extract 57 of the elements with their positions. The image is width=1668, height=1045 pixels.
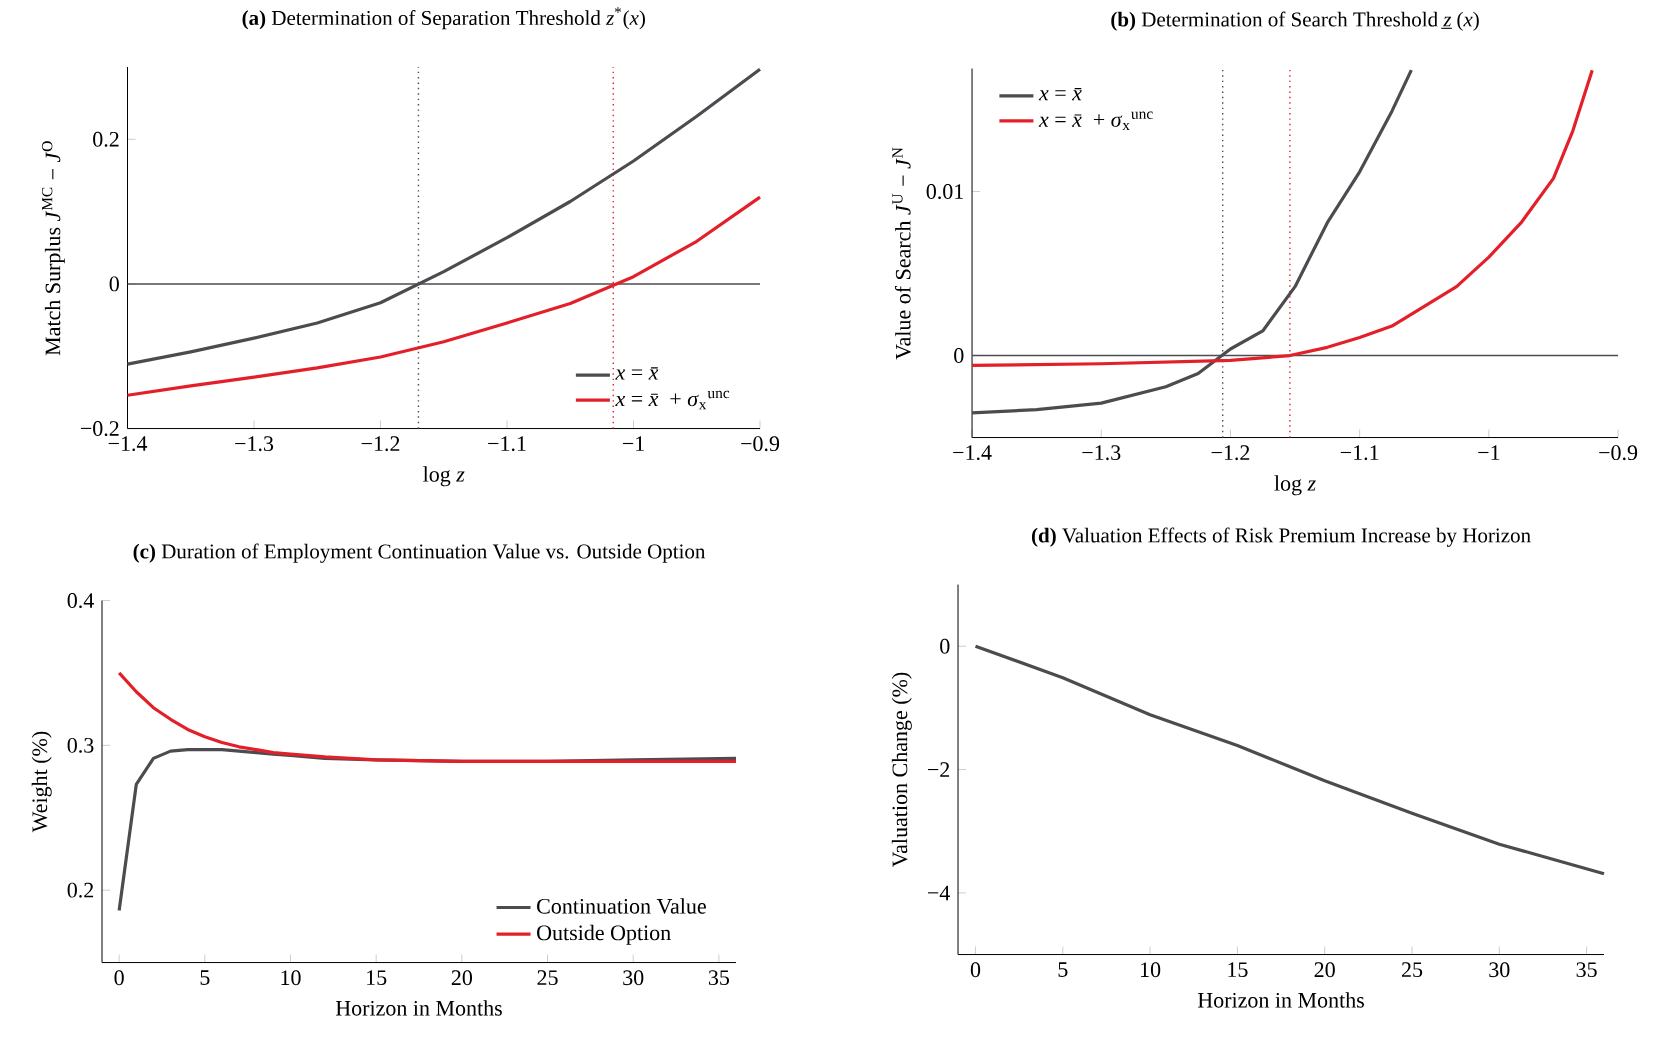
x-tick-label: 20: [451, 970, 472, 986]
y-tick-label: 0.2: [93, 132, 119, 148]
x-axis-title: log z: [423, 466, 465, 487]
chart-title: (d) Valuation Effects of Risk Premium Increase by Horizon: [1031, 527, 1531, 548]
y-axis-title: Value of Search J$^{U}$ − J$^{N}$: [892, 147, 911, 360]
x-tick-label: −0.9: [1599, 445, 1638, 461]
x-tick-label: 15: [1228, 962, 1248, 978]
y-axis-title: Match Surplus J$^{MC}$ − J$^{O}$: [42, 141, 65, 356]
x-tick-label: 25: [1401, 962, 1423, 978]
x-tick-label: 5: [200, 970, 210, 986]
y-tick-label: 0.01: [926, 184, 963, 200]
x-tick-label: 25: [537, 970, 558, 986]
chart-title: (a) Determination of Separation Threshold z$^{*}$(x): [242, 7, 645, 30]
x-tick-label: 30: [1489, 962, 1510, 978]
x-tick-label: −1.4: [108, 436, 148, 452]
x-tick-label: −0.9: [741, 436, 780, 452]
chart-title: (b) Determination of Search Threshold z̲(x): [1111, 11, 1479, 32]
x-axis-title: log z: [1274, 475, 1316, 496]
legend-label: Outside Option: [537, 925, 671, 945]
x-tick-label: 10: [281, 970, 301, 986]
y-tick-label: −0.2: [80, 421, 119, 437]
x-tick-label: −1.4: [953, 445, 992, 461]
y-tick-label: 0: [940, 639, 950, 654]
y-tick-label: 0.3: [67, 738, 94, 754]
chart-title: (c) Duration of Employment Continuation Value vs. Outside Option: [133, 543, 706, 564]
legend-label: x = x̄ + σ$_{x}$unc: [615, 391, 730, 410]
legend-label: x = x̄ + σ$_{x}$unc: [1038, 111, 1153, 131]
y-axis-title: Valuation Change (%): [891, 672, 912, 868]
x-tick-label: −1: [1478, 445, 1500, 461]
y-tick-label: −2: [927, 762, 950, 778]
legend-label: x = x̄: [1038, 88, 1082, 101]
x-tick-label: −1.3: [235, 436, 274, 452]
x-tick-label: −1.1: [1340, 445, 1379, 461]
y-tick-label: 0: [109, 276, 119, 292]
y-tick-label: −4: [927, 885, 950, 901]
x-tick-label: 5: [1058, 962, 1068, 978]
x-tick-label: 20: [1314, 962, 1335, 978]
x-tick-label: −1.2: [1211, 445, 1250, 461]
x-tick-label: 35: [708, 970, 730, 986]
y-axis-title: Weight (%): [31, 732, 52, 833]
y-tick-label: 0.2: [67, 882, 94, 898]
x-tick-label: 0: [970, 962, 981, 978]
x-tick-label: −1.2: [361, 436, 400, 452]
x-tick-label: −1.3: [1082, 445, 1121, 461]
x-tick-label: 10: [1141, 962, 1161, 978]
x-tick-label: −1.1: [488, 436, 526, 452]
x-tick-label: 30: [623, 970, 644, 986]
x-tick-label: −1: [622, 436, 644, 452]
x-axis-title: Horizon in Months: [335, 1000, 502, 1016]
y-tick-label: 0.4: [67, 593, 94, 609]
legend-label: Continuation Value: [537, 898, 706, 915]
x-tick-label: 15: [367, 970, 387, 986]
line-series: [973, 644, 1606, 876]
legend-label: x = x̄: [615, 367, 659, 380]
line-series: [970, 68, 1594, 368]
x-tick-label: 35: [1576, 962, 1597, 978]
x-axis-title: Horizon in Months: [1197, 992, 1364, 1008]
